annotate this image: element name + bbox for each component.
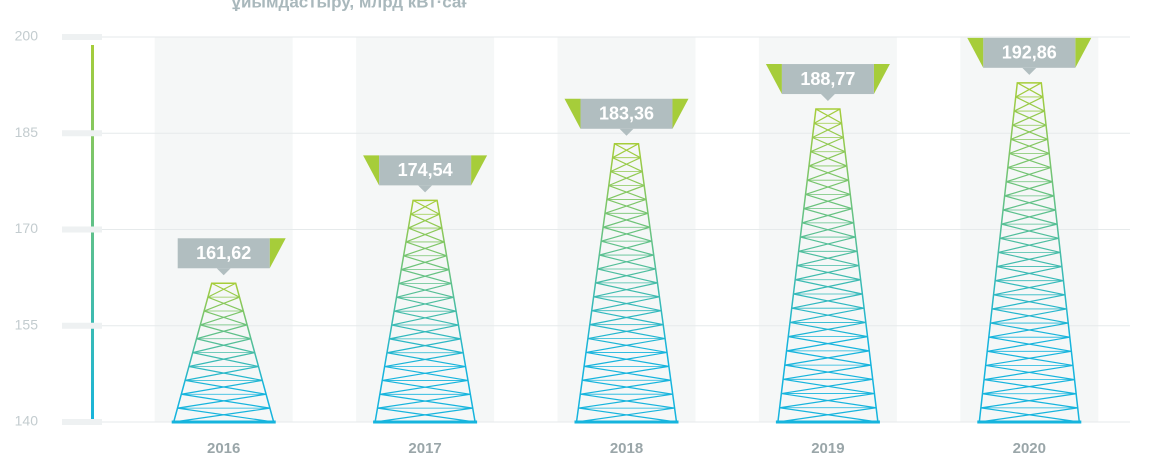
y-tick-label: 140 [15,413,39,429]
x-tick-label: 2020 [1013,440,1046,457]
chart-title: ұйымдастыру, млрд кВт·сағ [232,0,469,11]
value-label: 183,36 [599,104,654,124]
tick-mark [62,130,102,136]
y-axis [91,45,94,422]
x-tick-label: 2016 [207,440,240,457]
x-tick-label: 2017 [408,440,441,457]
tick-mark [62,34,102,40]
x-tick-label: 2018 [610,440,643,457]
chart: ұйымдастыру, млрд кВт·сағ 140 155 170 185 20… [0,0,1154,461]
tick-mark [62,323,102,329]
y-tick-label: 170 [15,220,39,236]
y-tick-label: 185 [15,124,39,140]
y-tick-label: 155 [15,316,39,332]
value-label: 192,86 [1002,43,1057,63]
x-tick-label: 2019 [811,440,844,457]
value-label: 188,77 [800,69,855,89]
y-tick-label: 200 [15,28,39,44]
tick-mark [62,419,102,425]
value-label: 161,62 [196,243,251,263]
value-label: 174,54 [398,160,453,180]
tick-mark [62,227,102,233]
